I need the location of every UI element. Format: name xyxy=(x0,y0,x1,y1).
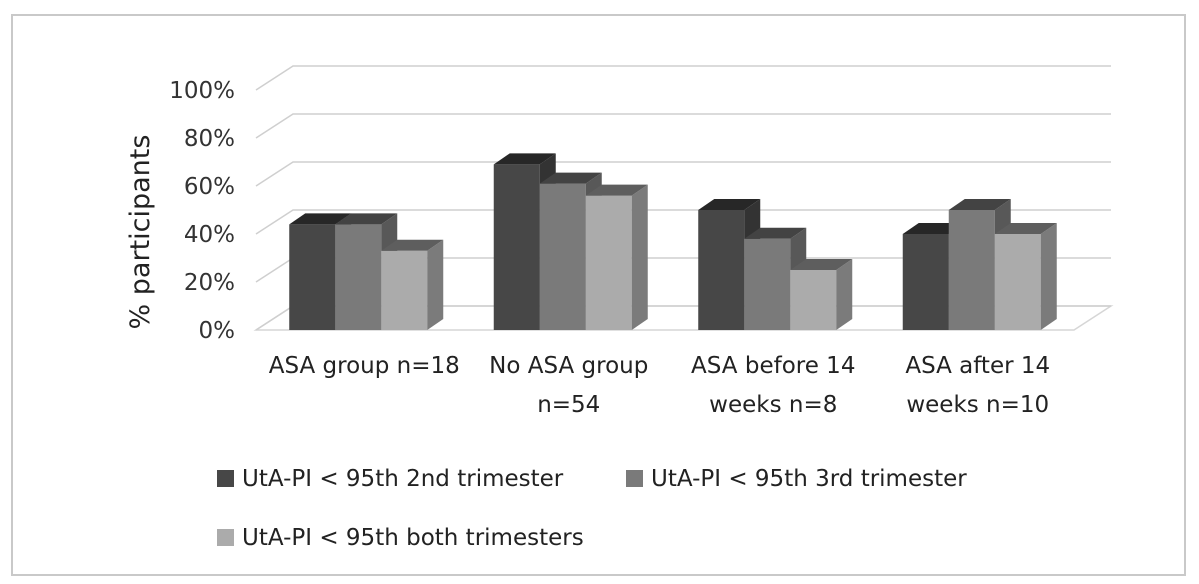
bar-front xyxy=(381,250,428,330)
bar-front xyxy=(335,224,382,330)
bar-front xyxy=(289,224,336,330)
y-tick-label: 80% xyxy=(184,126,235,152)
bar-top xyxy=(698,199,761,210)
gridline xyxy=(255,113,1111,139)
bar-top xyxy=(289,213,352,225)
x-category-label: weeks n=8 xyxy=(709,392,837,418)
legend-label: UtA-PI < 95th 2nd trimester xyxy=(242,466,564,492)
bar-top xyxy=(539,172,602,184)
x-category-label: No ASA group xyxy=(489,353,648,379)
y-tick-label: 100% xyxy=(169,78,235,104)
bars xyxy=(289,153,1057,330)
y-tick-label: 20% xyxy=(184,270,235,296)
bar-top xyxy=(994,223,1057,234)
bar xyxy=(381,239,444,330)
bar xyxy=(994,223,1057,330)
bar-front xyxy=(744,238,791,330)
legend: UtA-PI < 95th 2nd trimester UtA-PI < 95th… xyxy=(217,466,967,551)
y-tick-label: 40% xyxy=(184,222,235,248)
gridline xyxy=(255,65,1111,91)
x-category-label: n=54 xyxy=(537,392,600,418)
bar-side xyxy=(836,259,853,330)
y-tick-labels: 0% 20% 40% 60% 80% 100% xyxy=(169,78,235,344)
bar-side xyxy=(1040,223,1057,330)
bar-front xyxy=(493,164,540,330)
bar-front xyxy=(902,234,949,330)
bar-front xyxy=(948,210,995,330)
gridline xyxy=(255,161,1111,187)
x-category-label: weeks n=10 xyxy=(906,392,1049,418)
x-category-labels: ASA group n=18 No ASA group n=54 ASA before… xyxy=(269,353,1050,418)
x-category-label: ASA group n=18 xyxy=(269,353,460,379)
chart-svg: % participants 0% 20% 40% 60% 80% 100% ASA gr… xyxy=(125,65,1114,551)
bar-front xyxy=(585,195,632,330)
x-category-label: ASA after 14 xyxy=(905,353,1050,379)
bar-top xyxy=(948,199,1011,210)
bar-top xyxy=(790,259,853,270)
bar-side xyxy=(631,184,648,330)
y-tick-label: 0% xyxy=(199,318,236,344)
x-category-label: ASA before 14 xyxy=(691,353,855,379)
bar-side xyxy=(427,239,444,330)
legend-label: UtA-PI < 95th both trimesters xyxy=(242,525,584,551)
bar-top xyxy=(585,184,648,196)
bar-front xyxy=(790,270,837,330)
chart-frame: % participants 0% 20% 40% 60% 80% 100% ASA gr… xyxy=(11,14,1186,576)
bar-front xyxy=(539,183,586,330)
gridline xyxy=(255,209,1111,235)
bar xyxy=(585,184,648,330)
legend-swatch xyxy=(217,470,234,487)
bar-top xyxy=(381,239,444,251)
bar-top xyxy=(744,227,807,239)
y-axis-title: % participants xyxy=(125,135,156,330)
legend-swatch xyxy=(626,470,643,487)
bar-top xyxy=(335,213,398,225)
bar-front xyxy=(994,234,1041,330)
legend-label: UtA-PI < 95th 3rd trimester xyxy=(651,466,967,492)
bar xyxy=(790,259,853,330)
y-tick-label: 60% xyxy=(184,174,235,200)
bar-top xyxy=(493,153,556,165)
legend-swatch xyxy=(217,529,234,546)
bar-front xyxy=(698,210,745,330)
